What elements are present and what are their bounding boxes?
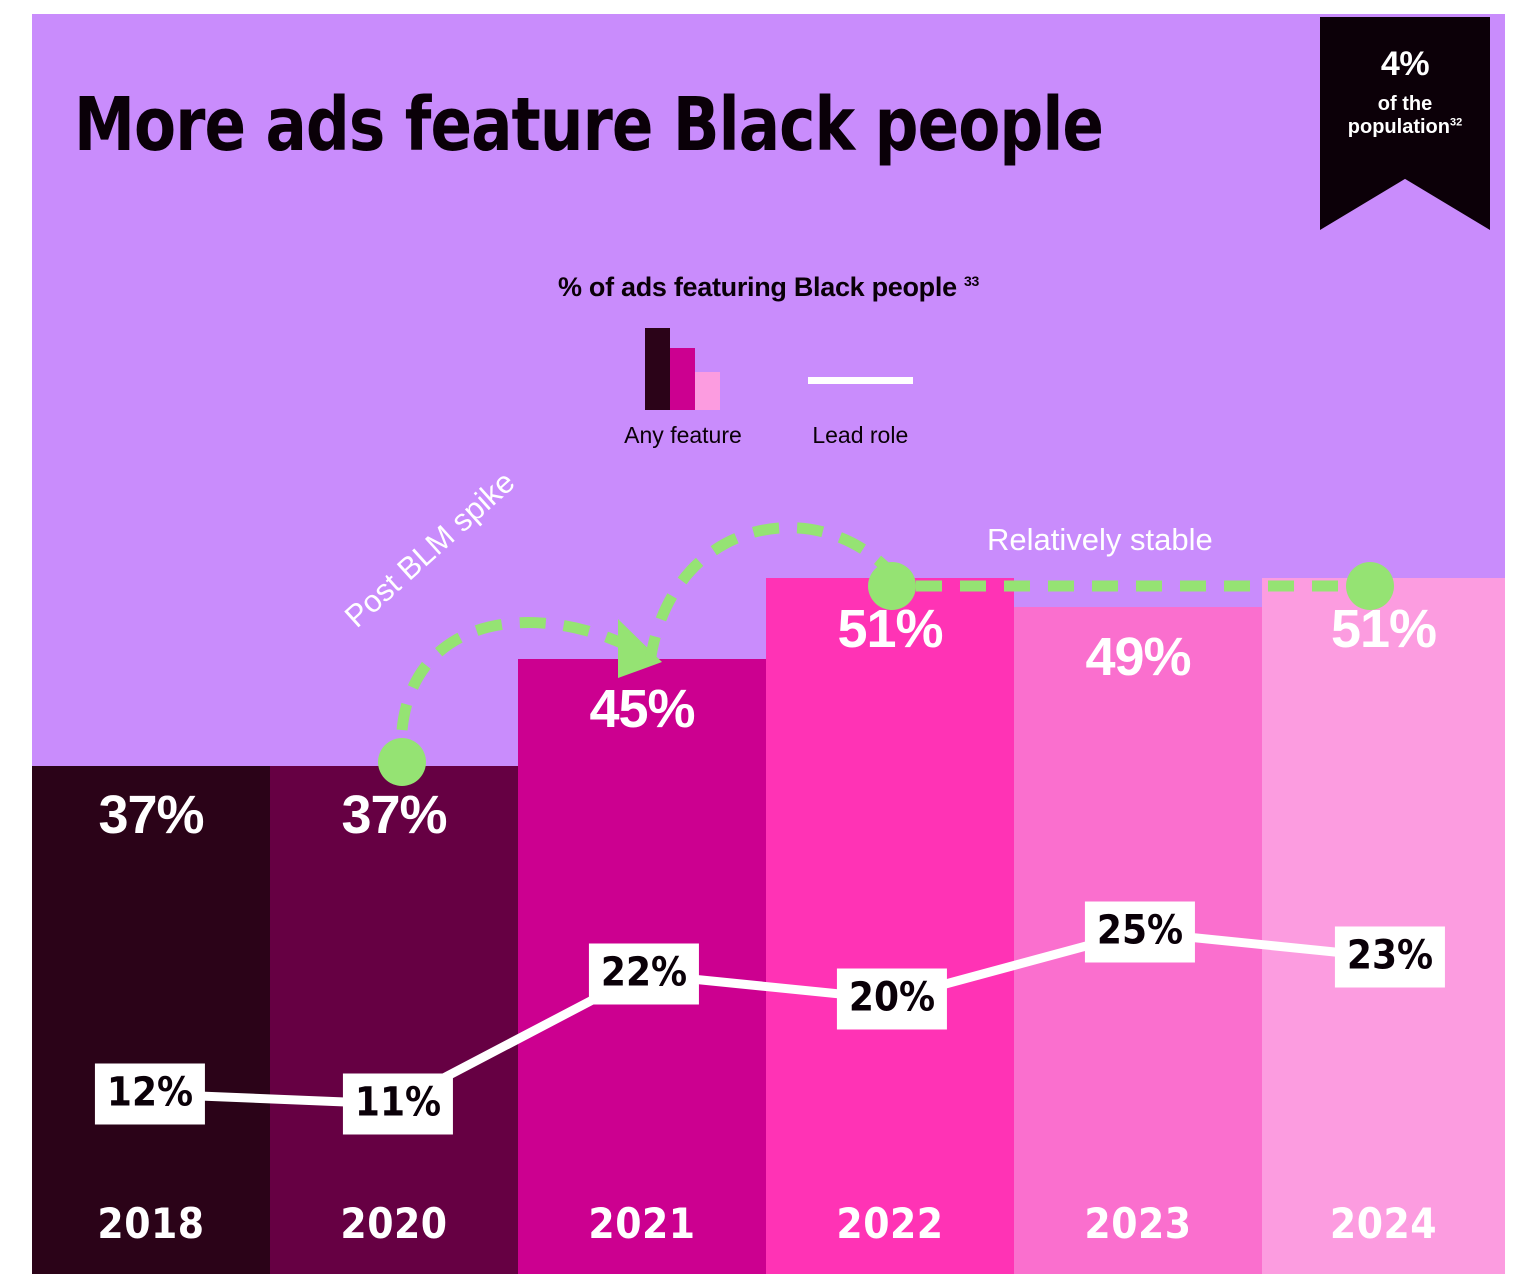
annotation-arrowhead-blm: [618, 619, 662, 678]
badge-line-2: population32: [1320, 116, 1490, 139]
point-label-2021: 22%: [588, 943, 700, 1005]
annotation-overlay: [378, 522, 1394, 786]
line-icon: [807, 377, 913, 384]
bars-icon: [645, 328, 721, 410]
point-label-2022: 20%: [836, 968, 948, 1030]
badge-value: 4%: [1380, 45, 1430, 83]
bar-2024: [1262, 578, 1505, 1274]
badge-line-1: of the: [1377, 93, 1433, 115]
population-callout-badge: 4% of the population32: [1320, 17, 1490, 230]
bar-2018: [32, 766, 270, 1274]
bar-value-2018: 37%: [98, 785, 204, 845]
axis-label-2021: 2021: [588, 1199, 696, 1248]
bar-value-2023: 49%: [1085, 627, 1191, 687]
bar-column-2024: 51% 2024: [1262, 14, 1505, 1274]
bar-column-2018: 37% 2018: [32, 14, 270, 1274]
bar-2022: [766, 578, 1014, 1274]
badge-footnote: 32: [1449, 116, 1463, 129]
annotation-dot-2022: [868, 562, 916, 610]
axis-label-2023: 2023: [1084, 1199, 1192, 1248]
bar-value-2020: 37%: [341, 785, 447, 845]
annotation-dot-2020: [378, 738, 426, 786]
bar-column-2022: 51% 2022: [766, 14, 1014, 1274]
chart-plot-area: 37% 2018 37% 2020 45% 2021 51% 2022 49%: [32, 14, 1505, 1274]
point-label-2024: 23%: [1334, 926, 1446, 988]
bar-value-2024: 51%: [1330, 599, 1437, 659]
legend-label-any-feature: Any feature: [624, 422, 742, 448]
axis-label-2020: 2020: [340, 1199, 448, 1248]
point-label-2023: 25%: [1084, 901, 1196, 963]
point-label-2020: 11%: [342, 1073, 454, 1135]
legend-label-lead-role: Lead role: [812, 422, 909, 448]
bar-2020: [270, 766, 518, 1274]
legend: Any feature Lead role: [32, 328, 1505, 449]
annotation-arc-blm: [396, 617, 639, 731]
annotation-label-stable: Relatively stable: [987, 522, 1213, 557]
annotation-dot-2024: [1346, 562, 1394, 610]
bar-value-2021: 45%: [589, 679, 695, 739]
axis-label-2018: 2018: [97, 1199, 205, 1248]
axis-label-2024: 2024: [1329, 1199, 1438, 1248]
legend-item-any-feature: Any feature: [624, 328, 742, 449]
axis-label-2022: 2022: [836, 1199, 944, 1248]
badge-line-2-text: population: [1347, 116, 1450, 138]
annotation-arc-rise: [644, 522, 897, 663]
point-label-2018: 12%: [94, 1063, 206, 1125]
page-title: More ads feature Black people: [74, 82, 1104, 168]
bar-column-2020: 37% 2020: [270, 14, 518, 1274]
legend-title-text: % of ads featuring Black people: [558, 272, 957, 302]
chart-panel: More ads feature Black people 4% of the …: [32, 14, 1505, 1274]
legend-item-lead-role: Lead role: [807, 377, 913, 449]
legend-title: % of ads featuring Black people 33: [32, 272, 1505, 303]
legend-footnote: 33: [964, 273, 979, 289]
